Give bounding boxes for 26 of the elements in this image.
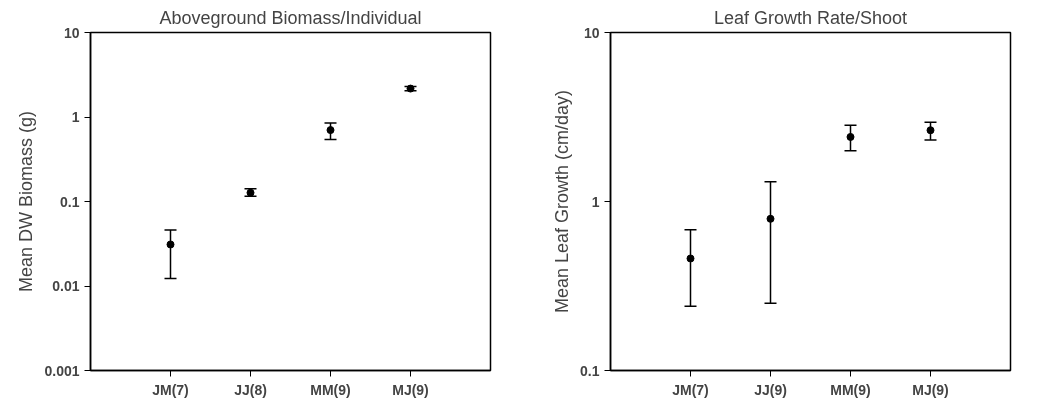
x-tick-label: MJ(9) [392,381,429,398]
y-axis-title: Mean Leaf Growth (cm/day) [552,89,573,314]
point [166,240,175,249]
point [686,254,695,263]
y-tick-label: 10 [63,24,80,41]
point [326,126,335,135]
x-tick-label: MM(9) [310,381,351,398]
y-tick-label: 0.01 [52,278,80,294]
x-tick-label: JM(7) [152,381,189,398]
x-tick-label: MJ(9) [912,381,949,398]
point [766,214,775,223]
x-tick-label: JM(7) [672,381,709,398]
y-axis-title: Mean DW Biomass (g) [16,110,37,293]
chart-title: Aboveground Biomass/Individual [159,7,422,28]
y-tick-label: 1 [71,109,80,125]
y-tick-label: 0.001 [44,362,80,379]
point [926,126,935,135]
y-tick-label: 0.1 [580,362,600,379]
x-tick-label: JJ(8) [234,381,267,398]
y-tick-label: 1 [591,193,600,210]
x-tick-label: MM(9) [830,381,871,398]
y-tick-label: 10 [583,24,600,41]
x-tick-label: JJ(9) [754,381,787,398]
chart-title: Leaf Growth Rate/Shoot [713,7,908,28]
point [846,132,855,141]
y-tick-label: 0.1 [60,193,80,210]
